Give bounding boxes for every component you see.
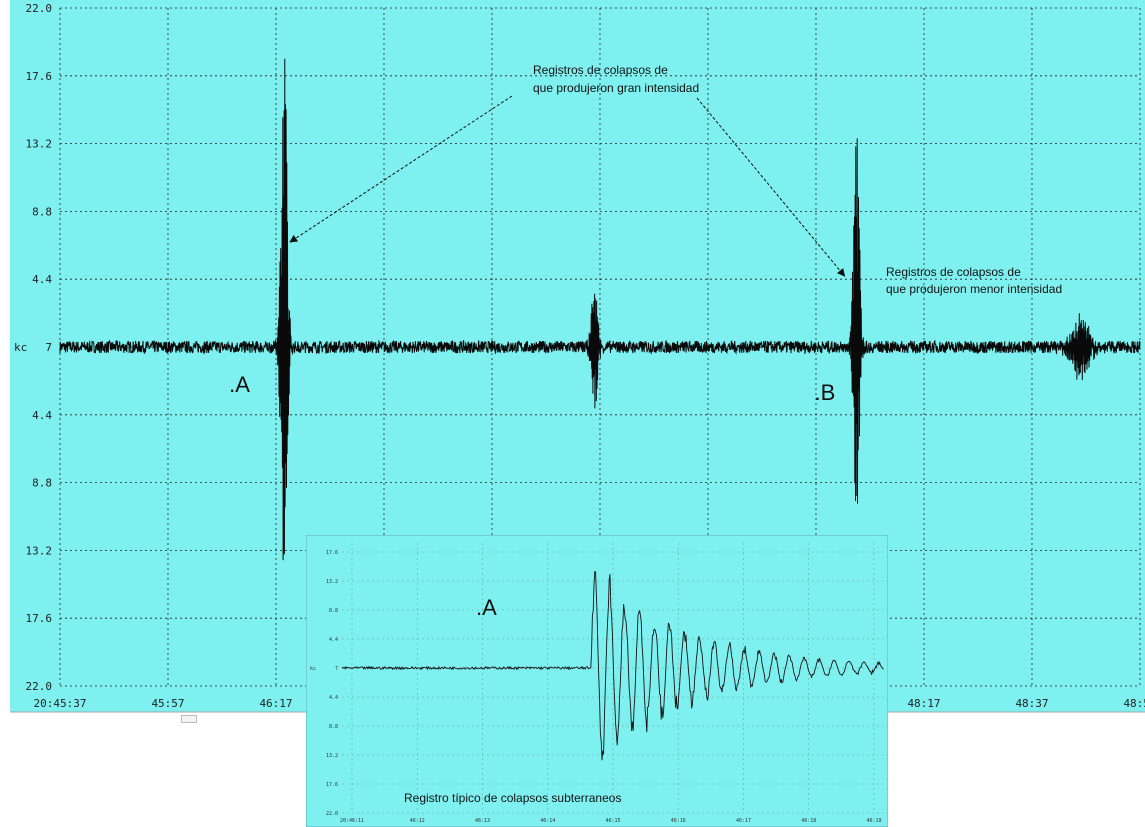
inset-y-tick-label: 4.4 bbox=[329, 695, 338, 701]
inset-y-tick-label: 13.2 bbox=[326, 579, 338, 585]
x-tick-label: 48:37 bbox=[1015, 697, 1048, 710]
event-label-B: .B bbox=[815, 380, 836, 405]
y-tick-label: 22.0 bbox=[26, 680, 53, 693]
x-tick-label: 48:17 bbox=[907, 697, 940, 710]
inset-y-tick-label: 22.0 bbox=[326, 811, 338, 817]
inset-x-tick-label: 46:12 bbox=[410, 818, 425, 824]
inset-x-tick-label: 20:46:11 bbox=[340, 818, 364, 824]
seismic-trace bbox=[59, 58, 1141, 561]
annotation-high-line2: que produjeron gran intensidad bbox=[533, 81, 699, 95]
x-tick-label: 48:57 bbox=[1123, 697, 1145, 710]
x-tick-label: 45:57 bbox=[151, 697, 184, 710]
inset-y-tick-label: 7 bbox=[335, 666, 338, 672]
event-label-A: .A bbox=[229, 372, 250, 397]
y-tick-label: 22.0 bbox=[26, 2, 53, 15]
inset-x-tick-label: 46:18 bbox=[801, 818, 816, 824]
y-tick-label: 7 bbox=[45, 341, 52, 354]
y-tick-label: 13.2 bbox=[26, 544, 53, 557]
annotation-low-line1: Registros de colapsos de bbox=[886, 265, 1021, 279]
inset-caption: Registro típico de colapsos subterraneos bbox=[404, 791, 621, 805]
annotation-low-line2: que produjeron menor intensidad bbox=[886, 282, 1062, 296]
inset-y-tick-label: 4.4 bbox=[329, 637, 338, 643]
inset-seismogram-chart: 17.6 13.2 8.8 4.4 7 4.4 8.8 13.2 17.6 22.0 kc 20:46… bbox=[306, 535, 888, 827]
inset-x-tick-label: 46:16 bbox=[671, 818, 686, 824]
y-tick-label: 4.4 bbox=[32, 273, 52, 286]
inset-x-tick-label: 46:13 bbox=[475, 818, 490, 824]
inset-y-unit-label: kc bbox=[310, 666, 316, 672]
inset-seismic-trace bbox=[341, 570, 884, 761]
y-tick-label: 4.4 bbox=[32, 409, 52, 422]
x-tick-label: 20:45:37 bbox=[34, 697, 87, 710]
annotation-high-line1: Registros de colapsos de bbox=[533, 63, 668, 77]
y-tick-label: 17.6 bbox=[26, 612, 53, 625]
scrollbar-thumb[interactable] bbox=[181, 715, 197, 723]
inset-x-tick-label: 46:19 bbox=[866, 818, 881, 824]
inset-x-tick-label: 46:14 bbox=[540, 818, 555, 824]
annotation-arrow-to-A bbox=[289, 95, 513, 243]
inset-event-label: .A bbox=[476, 595, 497, 620]
inset-background bbox=[306, 535, 888, 827]
y-tick-label: 8.8 bbox=[32, 205, 52, 218]
y-tick-label: 8.8 bbox=[32, 477, 52, 490]
inset-y-tick-label: 13.2 bbox=[326, 753, 338, 759]
annotation-arrow-to-B bbox=[696, 97, 846, 277]
inset-y-tick-label: 8.8 bbox=[329, 608, 338, 614]
inset-y-tick-label: 8.8 bbox=[329, 724, 338, 730]
y-tick-label: 17.6 bbox=[26, 70, 53, 83]
y-unit-label: kc bbox=[14, 341, 27, 354]
inset-x-tick-label: 46:17 bbox=[736, 818, 751, 824]
inset-y-tick-label: 17.6 bbox=[326, 782, 338, 788]
y-tick-label: 13.2 bbox=[26, 138, 53, 151]
x-tick-label: 46:17 bbox=[259, 697, 292, 710]
inset-y-tick-label: 17.6 bbox=[326, 550, 338, 556]
inset-x-tick-label: 46:15 bbox=[605, 818, 620, 824]
